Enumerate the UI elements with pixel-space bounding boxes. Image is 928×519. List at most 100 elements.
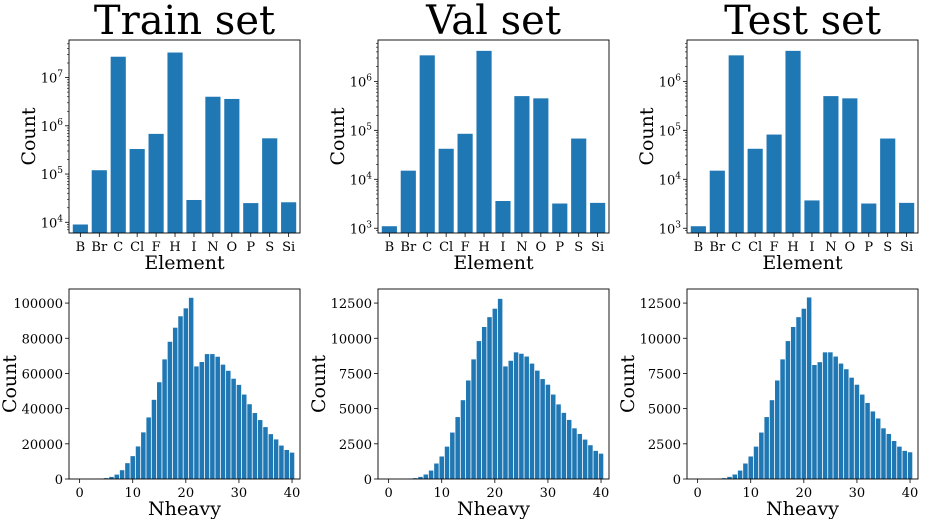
hist-bar <box>870 411 876 479</box>
x-tick-label: H <box>787 240 798 255</box>
y-tick-label: 2500 <box>339 438 372 453</box>
tick-base: 10 <box>350 173 367 188</box>
bar-Br <box>91 170 107 233</box>
hist-bar <box>833 356 838 479</box>
hist-bar <box>529 363 535 479</box>
hist-bar <box>423 474 429 479</box>
x-tick-label: 0 <box>384 486 392 501</box>
x-tick-label: Si <box>282 240 295 255</box>
bar-F <box>766 134 782 233</box>
hist-bar <box>897 446 902 479</box>
tick-exponent: 7 <box>57 70 63 80</box>
bar-S <box>262 138 278 233</box>
y-tick-label: 106 <box>41 118 64 135</box>
bar-N <box>823 96 839 233</box>
axes-frame <box>68 39 301 234</box>
y-axis-label: Count <box>327 107 349 165</box>
bar-O <box>224 98 240 234</box>
y-tick-label: 10000 <box>331 332 372 347</box>
x-tick-label: P <box>246 240 255 255</box>
chart-title: Test set <box>724 0 881 44</box>
hist-bar <box>907 452 913 479</box>
hist-bar <box>801 308 807 479</box>
bar-H <box>785 50 801 233</box>
bar-Cl <box>129 149 145 233</box>
hist-bar <box>210 354 215 479</box>
hist-bar <box>737 470 743 479</box>
hist-bar <box>444 446 450 479</box>
hist-bar <box>284 449 289 479</box>
x-tick-label: B <box>76 240 86 255</box>
tick-exponent: 4 <box>675 171 681 181</box>
hist-bar <box>167 341 173 479</box>
x-tick-label: O <box>845 240 856 255</box>
hist-bar <box>183 308 189 479</box>
bar-S <box>571 138 587 233</box>
hist-bar <box>241 394 247 479</box>
tick-base: 10 <box>659 124 676 139</box>
hist-bar <box>257 420 263 479</box>
hist-bar <box>162 359 167 479</box>
x-tick-label: Cl <box>130 240 144 255</box>
x-tick-label: S <box>574 240 583 255</box>
y-tick-label: 2500 <box>648 438 681 453</box>
y-tick-label: 5000 <box>339 403 372 418</box>
x-tick-label: I <box>500 240 505 255</box>
tick-exponent: 6 <box>57 118 63 128</box>
hist-bar <box>748 456 753 479</box>
bar-P <box>243 203 259 233</box>
bar-Br <box>400 170 416 233</box>
x-tick-label: Br <box>709 240 726 255</box>
hist-bar <box>460 400 466 479</box>
hist-bar <box>598 453 604 479</box>
hist-bar <box>194 366 199 479</box>
hist-bar <box>566 419 572 479</box>
hist-bar <box>838 363 844 479</box>
hist-bar <box>109 476 114 479</box>
y-tick-label: 103 <box>659 220 682 237</box>
x-tick-label: I <box>809 240 814 255</box>
bar-C <box>728 55 744 233</box>
x-axis-label: Element <box>453 252 534 274</box>
hist-bar <box>859 394 865 479</box>
hist-bar <box>524 356 529 479</box>
hist-bar <box>226 370 231 479</box>
hist-bar <box>252 413 258 479</box>
bar-Cl <box>747 148 763 233</box>
bar-O <box>842 98 858 234</box>
hist-bar <box>812 365 817 479</box>
chart-panel-5: 0 10 20 30 40 0 2500 5000 7500 10000 12500 Nheavy Co… <box>308 288 610 519</box>
hist-bar <box>492 308 498 479</box>
hist-bar <box>220 364 226 479</box>
bar-N <box>205 96 221 234</box>
x-tick-label: 40 <box>284 486 301 501</box>
y-tick-label: 12500 <box>640 297 681 312</box>
x-tick-label: P <box>555 240 564 255</box>
x-tick-label: 20 <box>796 486 813 501</box>
hist-bar <box>854 384 860 479</box>
x-tick-label: F <box>770 240 779 255</box>
hist-bar <box>263 427 268 479</box>
y-axis-label: Count <box>0 355 21 413</box>
hist-bar <box>471 359 476 479</box>
x-axis-label: Element <box>144 252 225 274</box>
hist-bar <box>289 452 295 479</box>
y-tick-label: 20000 <box>22 438 63 453</box>
y-tick-label: 0 <box>364 473 372 488</box>
x-tick-label: 0 <box>693 486 701 501</box>
axes-frame <box>686 39 919 234</box>
x-tick-label: 40 <box>593 486 610 501</box>
y-tick-label: 107 <box>41 70 64 87</box>
bar-O <box>533 98 549 234</box>
hist-bar <box>759 432 764 479</box>
hist-bar <box>439 456 444 479</box>
tick-base: 10 <box>41 216 58 231</box>
hist-bar <box>188 297 194 479</box>
tick-exponent: 4 <box>57 214 63 224</box>
hist-bar <box>130 456 135 479</box>
x-tick-label: I <box>191 240 196 255</box>
x-tick-label: C <box>422 240 432 255</box>
x-tick-label: N <box>825 240 836 255</box>
x-tick-label: 20 <box>487 486 504 501</box>
